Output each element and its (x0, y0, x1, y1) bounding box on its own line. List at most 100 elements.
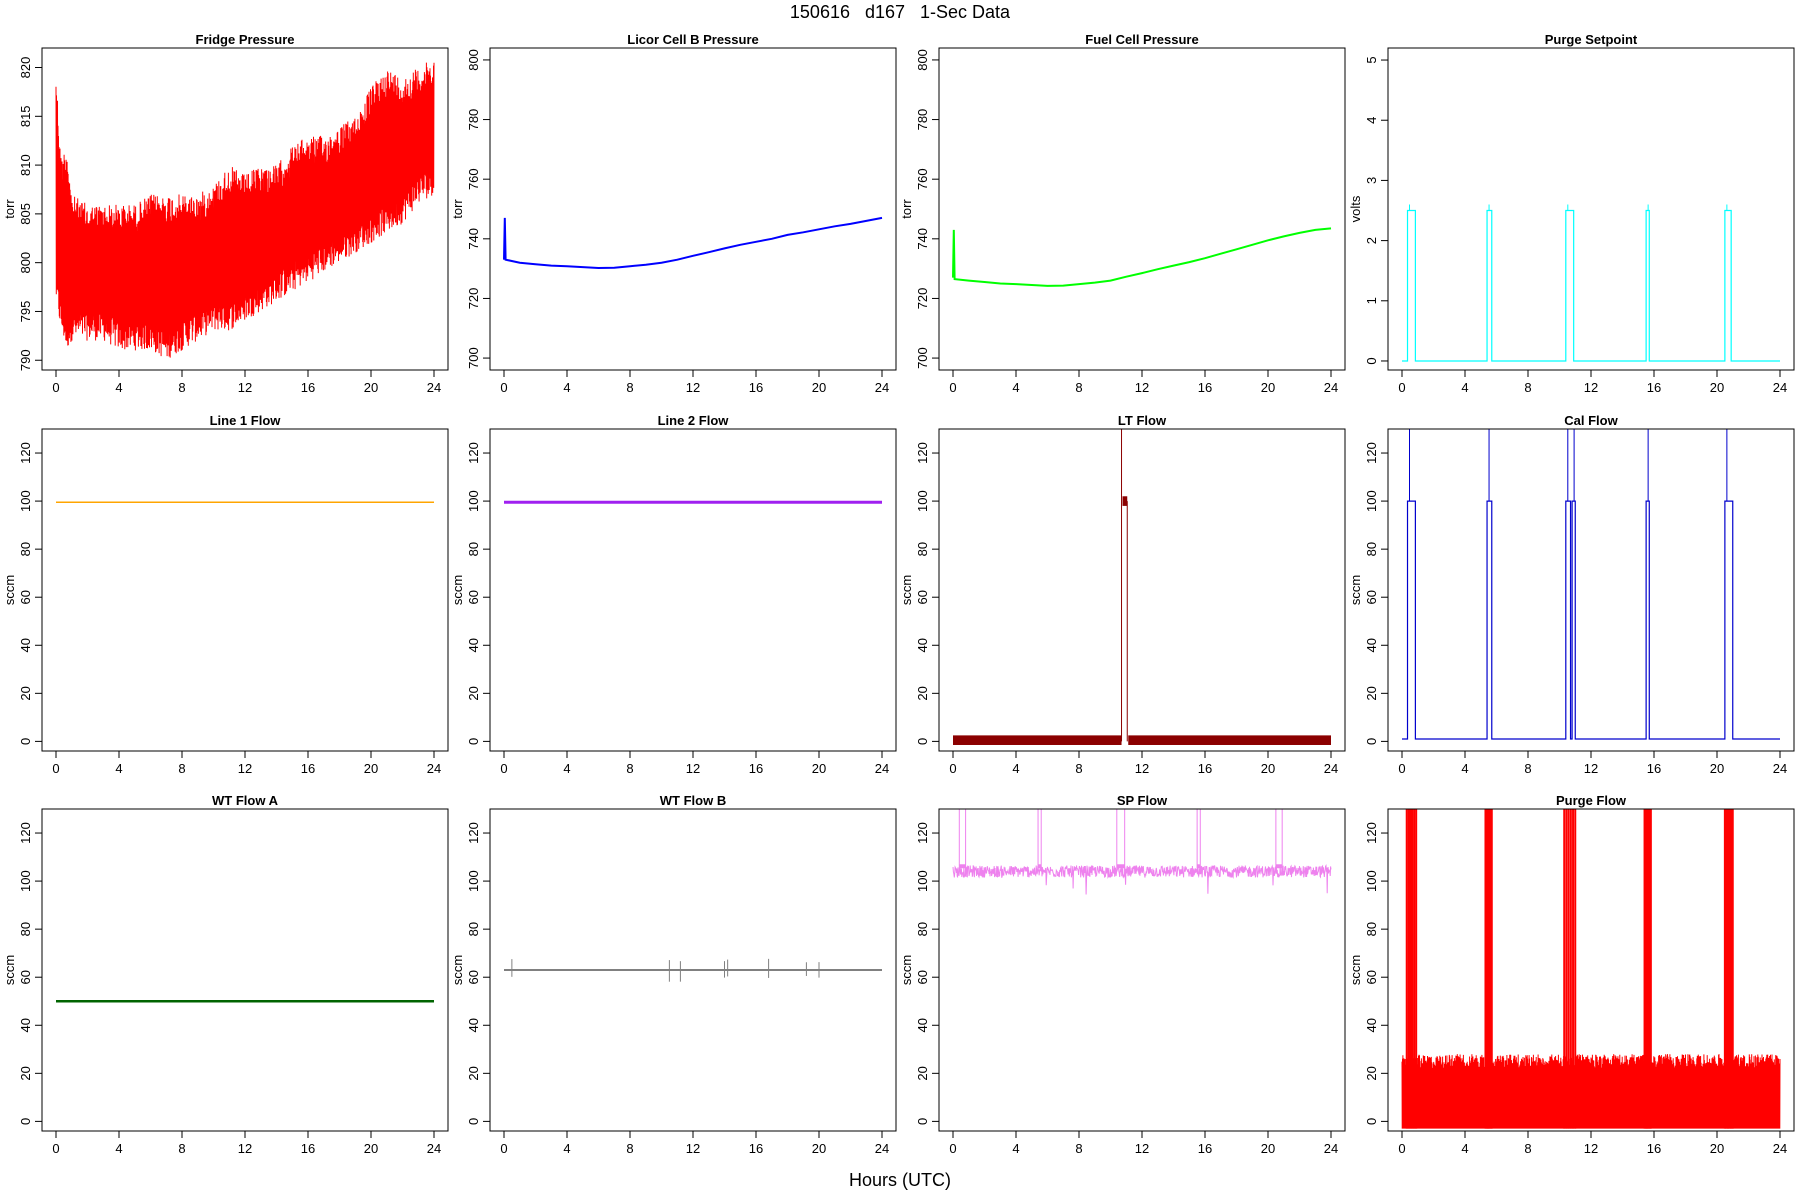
chart-panel: Licor Cell B Pressure 0 4 8 12 16 20 24 700 720 74… (450, 32, 897, 395)
x-tick-label: 12 (238, 380, 252, 395)
sp-flow-step (1197, 864, 1201, 869)
x-tick-label: 24 (1773, 761, 1787, 776)
y-tick-label: 700 (466, 347, 481, 369)
plot-area (952, 227, 1332, 287)
y-tick-label: 720 (466, 288, 481, 310)
y-tick-label: 60 (466, 970, 481, 984)
x-tick-label: 12 (1135, 380, 1149, 395)
y-tick-label: 60 (466, 590, 481, 604)
y-tick-label: 40 (18, 638, 33, 652)
x-tick-label: 12 (238, 761, 252, 776)
plot-area (504, 958, 882, 982)
y-tick-label: 0 (18, 1118, 33, 1125)
x-tick-label: 0 (52, 380, 59, 395)
y-tick-label: 80 (915, 542, 930, 556)
y-tick-label: 100 (1364, 490, 1379, 512)
y-tick-label: 780 (466, 109, 481, 131)
x-tick-label: 0 (949, 1141, 956, 1156)
x-tick-label: 24 (427, 1141, 441, 1156)
y-tick-label: 120 (915, 442, 930, 464)
x-tick-label: 16 (1198, 380, 1212, 395)
y-tick-label: 810 (18, 154, 33, 176)
lt-flow-step (1122, 496, 1128, 506)
y-axis-label: torr (2, 199, 17, 219)
x-tick-label: 0 (52, 761, 59, 776)
y-tick-label: 3 (1364, 177, 1379, 184)
y-tick-label: 60 (1364, 590, 1379, 604)
x-tick-label: 0 (1398, 380, 1405, 395)
chart-panel: Line 2 Flow 0 4 8 12 16 20 24 0 20 40 60 80 100 120 scc… (450, 413, 897, 776)
y-tick-label: 80 (18, 542, 33, 556)
y-tick-label: 60 (915, 970, 930, 984)
y-tick-label: 100 (1364, 870, 1379, 892)
chart-panel: Fridge Pressure 0 4 8 12 16 20 24 790 795 800 805 81… (2, 32, 449, 395)
chart-panel: Fuel Cell Pressure 0 4 8 12 16 20 24 700 720 740 76… (899, 32, 1346, 395)
panel-title: Purge Setpoint (1545, 32, 1638, 47)
panel-title: Line 1 Flow (210, 413, 282, 428)
y-axis-label: torr (899, 199, 914, 219)
y-tick-label: 815 (18, 105, 33, 127)
x-tick-label: 20 (1261, 761, 1275, 776)
panel-title: Cal Flow (1564, 413, 1618, 428)
x-tick-label: 4 (1461, 380, 1468, 395)
x-tick-label: 0 (52, 1141, 59, 1156)
step-series (1402, 500, 1780, 740)
x-tick-label: 12 (686, 380, 700, 395)
plot-area (55, 62, 435, 358)
chart-panel: WT Flow A 0 4 8 12 16 20 24 0 20 40 60 80 100 120 sccm (2, 793, 449, 1156)
x-tick-label: 24 (1773, 380, 1787, 395)
x-tick-label: 4 (115, 1141, 122, 1156)
y-axis-label: torr (450, 199, 465, 219)
chart-panel: LT Flow 0 4 8 12 16 20 24 0 20 40 60 80 100 120 sccm (899, 413, 1346, 776)
y-tick-label: 40 (466, 1018, 481, 1032)
y-tick-label: 120 (1364, 442, 1379, 464)
y-tick-label: 60 (915, 590, 930, 604)
plot-frame (41, 808, 449, 1132)
y-tick-label: 40 (466, 638, 481, 652)
y-tick-label: 0 (915, 738, 930, 745)
x-tick-label: 24 (1324, 761, 1338, 776)
x-tick-label: 24 (1324, 1141, 1338, 1156)
y-tick-label: 4 (1364, 117, 1379, 124)
y-axis-label: sccm (450, 575, 465, 605)
x-tick-label: 0 (500, 761, 507, 776)
panel-title: LT Flow (1118, 413, 1167, 428)
x-tick-label: 16 (1198, 761, 1212, 776)
x-tick-label: 16 (301, 380, 315, 395)
x-tick-label: 8 (626, 1141, 633, 1156)
y-tick-label: 60 (1364, 970, 1379, 984)
x-tick-label: 0 (1398, 1141, 1405, 1156)
x-tick-label: 24 (875, 1141, 889, 1156)
x-tick-label: 16 (1647, 761, 1661, 776)
y-axis-label: sccm (1348, 955, 1363, 985)
y-tick-label: 760 (466, 168, 481, 190)
y-tick-label: 740 (466, 228, 481, 250)
y-tick-label: 800 (915, 49, 930, 71)
y-tick-label: 120 (18, 442, 33, 464)
y-tick-label: 20 (18, 1066, 33, 1080)
plot-frame (489, 428, 897, 752)
x-tick-label: 4 (1012, 380, 1019, 395)
y-tick-label: 120 (1364, 822, 1379, 844)
x-tick-label: 20 (1710, 380, 1724, 395)
chart-panel: Cal Flow 0 4 8 12 16 20 24 0 20 40 60 80 100 120 sccm (1348, 413, 1795, 776)
y-tick-label: 60 (18, 970, 33, 984)
plot-area (1402, 204, 1780, 362)
x-tick-label: 8 (626, 380, 633, 395)
panel-title: Line 2 Flow (658, 413, 730, 428)
x-tick-label: 16 (749, 380, 763, 395)
x-tick-label: 8 (178, 761, 185, 776)
x-tick-label: 4 (563, 1141, 570, 1156)
x-tick-label: 8 (1075, 380, 1082, 395)
step-series (1402, 209, 1780, 362)
x-tick-label: 4 (1461, 1141, 1468, 1156)
x-tick-label: 8 (1524, 761, 1531, 776)
sp-flow-step (1275, 864, 1283, 869)
y-tick-label: 0 (915, 1118, 930, 1125)
x-tick-label: 12 (1584, 761, 1598, 776)
x-tick-label: 20 (1710, 761, 1724, 776)
y-tick-label: 1 (1364, 297, 1379, 304)
x-tick-label: 20 (1710, 1141, 1724, 1156)
purge-flow-series (1401, 1054, 1781, 1129)
